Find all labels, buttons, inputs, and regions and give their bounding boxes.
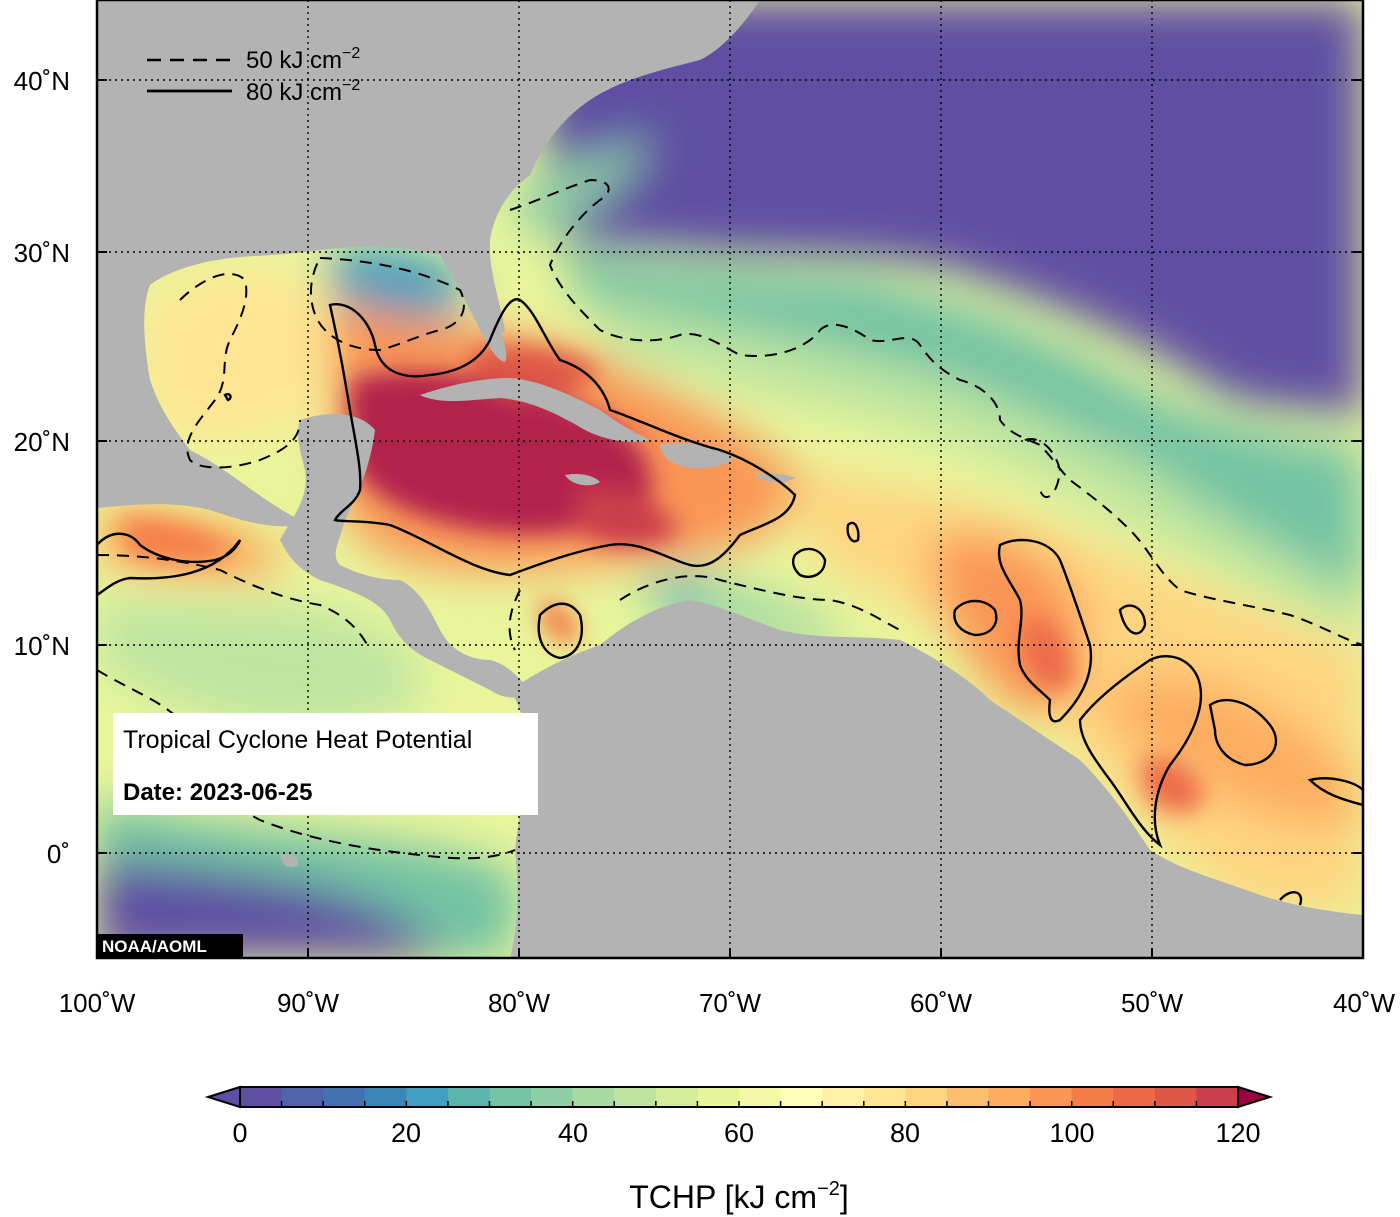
colorbar-label-20: 20 bbox=[391, 1118, 421, 1148]
tick-marks bbox=[97, 79, 1363, 958]
colorbar-ticks bbox=[280, 1101, 1198, 1107]
lat-label-10n: 10˚N bbox=[14, 631, 70, 661]
colorbar-swatch bbox=[531, 1087, 574, 1107]
legend-dashed-exponent: −2 bbox=[342, 45, 360, 62]
title-box: Tropical Cyclone Heat Potential Date: 20… bbox=[113, 713, 538, 815]
latitude-labels: 40˚N 30˚N 20˚N 10˚N 0˚ bbox=[14, 66, 70, 869]
colorbar-swatch bbox=[447, 1087, 490, 1107]
contours-50 bbox=[97, 178, 1363, 860]
colorbar-swatch bbox=[780, 1087, 823, 1107]
title-box-background bbox=[113, 713, 538, 815]
map-area bbox=[97, 0, 1363, 958]
legend-solid-entry: 80 kJ cm−2 bbox=[246, 77, 360, 106]
colorbar-swatch bbox=[489, 1087, 532, 1107]
colorbar-label-100: 100 bbox=[1049, 1118, 1094, 1148]
lon-label-90w: 90˚W bbox=[277, 988, 340, 1018]
colorbar-swatch bbox=[863, 1087, 906, 1107]
credit-text: NOAA/AOML bbox=[102, 937, 207, 956]
legend-solid-exponent: −2 bbox=[342, 77, 360, 94]
colorbar-title: TCHP [kJ cm−2] bbox=[629, 1178, 849, 1215]
colorbar-swatch bbox=[572, 1087, 615, 1107]
colorbar-swatch bbox=[739, 1087, 782, 1107]
map-date: Date: 2023-06-25 bbox=[123, 779, 312, 806]
colorbar-min-arrow bbox=[204, 1085, 241, 1109]
colorbar-swatch bbox=[1196, 1087, 1239, 1107]
colorbar-swatch bbox=[406, 1087, 449, 1107]
land-masses bbox=[97, 0, 1363, 958]
colorbar-label-80: 80 bbox=[890, 1118, 920, 1148]
colorbar: 0 20 40 60 80 100 120 TCHP [kJ cm−2] bbox=[204, 1085, 1274, 1215]
longitude-labels: 100˚W 90˚W 80˚W 70˚W 60˚W 50˚W 40˚W bbox=[59, 988, 1396, 1018]
heat-potential-field bbox=[97, 0, 1363, 958]
colorbar-label-120: 120 bbox=[1215, 1118, 1260, 1148]
colorbar-swatch bbox=[364, 1087, 407, 1107]
colorbar-label-0: 0 bbox=[232, 1118, 247, 1148]
colorbar-swatches bbox=[240, 1087, 1239, 1107]
colorbar-label-60: 60 bbox=[724, 1118, 754, 1148]
colorbar-swatch bbox=[614, 1087, 657, 1107]
colorbar-swatch bbox=[822, 1087, 865, 1107]
colorbar-swatch bbox=[655, 1087, 698, 1107]
colorbar-title-exponent: −2 bbox=[817, 1178, 840, 1200]
colorbar-title-text: TCHP [kJ cm bbox=[629, 1179, 817, 1215]
colorbar-swatch bbox=[988, 1087, 1031, 1107]
colorbar-swatch bbox=[281, 1087, 324, 1107]
date-value: 2023-06-25 bbox=[190, 779, 313, 806]
colorbar-max-arrow bbox=[1237, 1085, 1274, 1109]
colorbar-tick-labels: 0 20 40 60 80 100 120 bbox=[232, 1118, 1260, 1148]
colorbar-swatch bbox=[1154, 1087, 1197, 1107]
colorbar-swatch bbox=[323, 1087, 366, 1107]
colorbar-swatch bbox=[1030, 1087, 1073, 1107]
colorbar-label-40: 40 bbox=[558, 1118, 588, 1148]
lon-label-60w: 60˚W bbox=[910, 988, 973, 1018]
colorbar-title-close: ] bbox=[840, 1179, 849, 1215]
legend-dashed-entry: 50 kJ cm−2 bbox=[246, 45, 360, 74]
date-label: Date: bbox=[123, 779, 183, 806]
colorbar-swatch bbox=[905, 1087, 948, 1107]
lat-label-30n: 30˚N bbox=[14, 238, 70, 268]
lat-label-40n: 40˚N bbox=[14, 66, 70, 96]
lon-label-40w: 40˚W bbox=[1333, 988, 1396, 1018]
colorbar-swatch bbox=[1071, 1087, 1114, 1107]
colorbar-swatch bbox=[1113, 1087, 1156, 1107]
lon-label-80w: 80˚W bbox=[488, 988, 551, 1018]
lon-label-100w: 100˚W bbox=[59, 988, 136, 1018]
credit-badge: NOAA/AOML bbox=[98, 934, 243, 957]
colorbar-swatch bbox=[697, 1087, 740, 1107]
lon-label-50w: 50˚W bbox=[1121, 988, 1184, 1018]
credit-background bbox=[98, 934, 243, 957]
contour-legend: 50 kJ cm−2 80 kJ cm−2 bbox=[147, 45, 360, 106]
map-title: Tropical Cyclone Heat Potential bbox=[123, 726, 472, 754]
lat-label-20n: 20˚N bbox=[14, 427, 70, 457]
legend-solid-label: 80 kJ cm bbox=[246, 79, 342, 106]
colorbar-swatch bbox=[946, 1087, 989, 1107]
lat-label-0: 0˚ bbox=[47, 839, 70, 869]
lon-label-70w: 70˚W bbox=[699, 988, 762, 1018]
legend-dashed-label: 50 kJ cm bbox=[246, 47, 342, 74]
colorbar-swatch bbox=[240, 1087, 283, 1107]
